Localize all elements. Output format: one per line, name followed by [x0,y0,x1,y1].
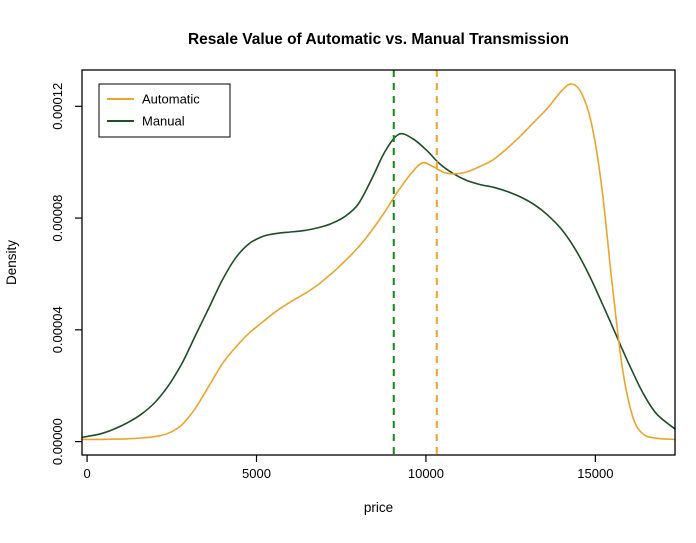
legend-box [98,83,231,138]
y-tick-label: 0.00008 [50,195,65,242]
x-tick-label: 10000 [408,466,444,481]
x-tick-label: 15000 [577,466,613,481]
y-tick-label: 0.00012 [50,83,65,130]
density-curve-automatic [81,83,676,441]
y-tick-label: 0.00004 [50,306,65,353]
plot-box [81,69,676,456]
legend: Automatic Manual [98,83,231,138]
y-tick-label: 0.00000 [50,418,65,465]
density-curve-manual [81,132,676,439]
x-tick-label: 0 [83,466,90,481]
x-axis-label: price [364,500,393,515]
chart-title: Resale Value of Automatic vs. Manual Tra… [188,31,569,48]
legend-label-automatic: Automatic [142,92,200,107]
legend-label-manual: Manual [142,114,185,129]
y-axis-label: Density [4,240,19,285]
x-tick-label: 5000 [242,466,271,481]
